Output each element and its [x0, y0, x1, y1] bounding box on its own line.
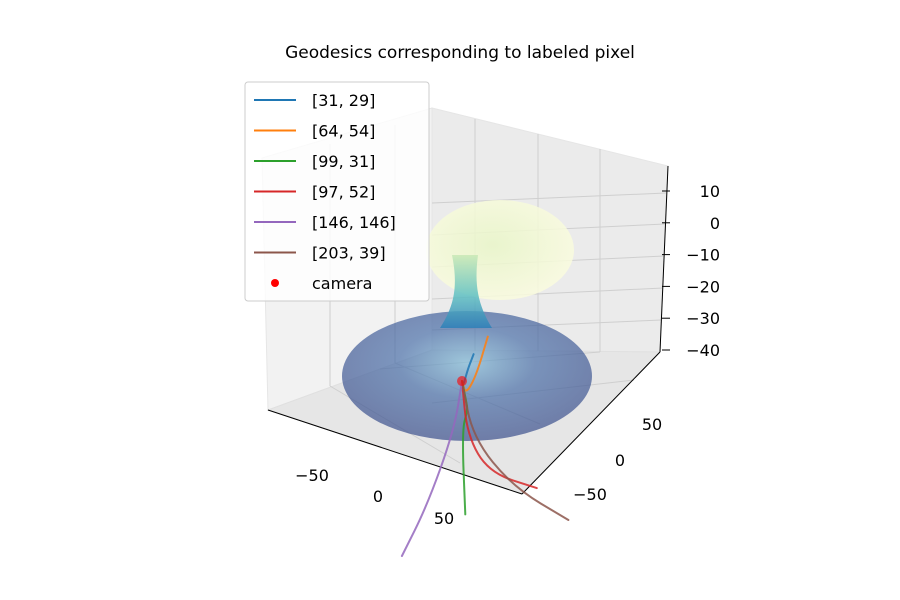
- legend-label: [146, 146]: [312, 213, 396, 232]
- z-tick-label: −30: [686, 309, 720, 328]
- legend-label: [31, 29]: [312, 91, 375, 110]
- x-axis-line: [267, 409, 523, 495]
- legend-label: [64, 54]: [312, 122, 375, 141]
- z-tick-label: −20: [686, 277, 720, 296]
- z-tick-label: 10: [700, 182, 720, 201]
- geodesic-line-5: [400, 380, 463, 557]
- legend-items: [31, 29] [64, 54] [99, 31] [97, 52] [146, 14…: [254, 91, 396, 293]
- legend-label: [99, 31]: [312, 152, 375, 171]
- y-tick-label: 50: [642, 415, 662, 434]
- z-tick-label: −10: [686, 246, 720, 265]
- legend-swatch: [271, 279, 279, 287]
- legend-label: camera: [312, 274, 372, 293]
- z-axis-line: [659, 165, 669, 353]
- surface-neck: [440, 255, 492, 328]
- legend: [31, 29] [64, 54] [99, 31] [97, 52] [146, 14…: [244, 81, 430, 302]
- geodesic-line-6: [461, 380, 570, 521]
- camera-marker-layer: [457, 376, 467, 387]
- surface-top-disc: [426, 200, 574, 300]
- x-tick-label: 50: [434, 509, 454, 528]
- z-tick-label: 0: [710, 214, 720, 233]
- y-tick-label: −50: [573, 485, 607, 504]
- legend-box: [244, 81, 430, 302]
- legend-label: [203, 39]: [312, 244, 386, 263]
- legend-label: [97, 52]: [312, 183, 375, 202]
- chart-title: Geodesics corresponding to labeled pixel: [285, 43, 635, 63]
- x-tick-label: 0: [373, 487, 383, 506]
- y-tick-label: 0: [615, 451, 625, 470]
- z-tick-label: −40: [686, 341, 720, 360]
- camera-marker: [457, 376, 467, 387]
- surface-bottom-disc: [342, 311, 592, 441]
- surface-plot: [342, 200, 592, 441]
- x-tick-label: −50: [295, 466, 329, 485]
- y-axis-line: [521, 351, 661, 495]
